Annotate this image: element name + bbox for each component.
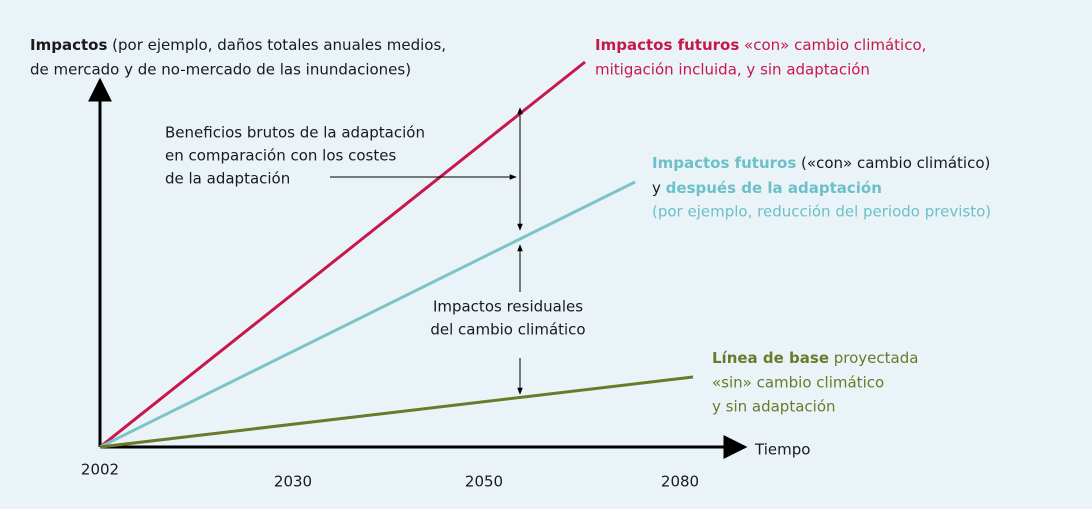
future-impacts-label: mitigación incluida, y sin adaptación	[595, 61, 870, 79]
label-bold: Impactos futuros	[595, 36, 739, 54]
x-tick-label: 2002	[81, 461, 119, 479]
label-text: «con» cambio climático,	[739, 36, 926, 54]
x-tick-label: 2050	[465, 473, 503, 491]
label-text: proyectada	[829, 349, 918, 367]
adapted-impacts-label: Impactos futuros («con» cambio climático…	[652, 154, 990, 172]
adapted-impacts-label: y después de la adaptación	[652, 179, 882, 197]
adapted-impacts-label: (por ejemplo, reducción del periodo prev…	[652, 203, 991, 221]
adapted-impacts-line	[99, 180, 636, 449]
label-text: y	[652, 179, 666, 197]
x-axis-label: Tiempo	[754, 441, 810, 459]
label-bold: Línea de base	[712, 349, 829, 367]
x-tick-label: 2080	[661, 473, 699, 491]
label-bold: Impactos	[30, 36, 107, 54]
baseline-label: y sin adaptación	[712, 398, 836, 416]
baseline-label: Línea de base proyectada	[712, 349, 918, 367]
x-tick-label: 2030	[274, 473, 312, 491]
benefits-label: Beneficios brutos de la adaptación	[165, 124, 425, 142]
residual-label: del cambio climático	[430, 321, 585, 339]
label-bold: Impactos futuros	[652, 154, 796, 172]
future-impacts-line	[99, 60, 586, 449]
benefits-label: de la adaptación	[165, 170, 290, 188]
y-axis-label: de mercado y de no-mercado de las inunda…	[30, 61, 411, 79]
benefits-label: en comparación con los costes	[165, 147, 396, 165]
y-axis-label: Impactos (por ejemplo, daños totales anu…	[30, 36, 446, 54]
residual-label: Impactos residuales	[433, 298, 583, 316]
label-text: («con» cambio climático)	[796, 154, 990, 172]
baseline-label: «sin» cambio climático	[712, 374, 884, 392]
label-bold: después de la adaptación	[666, 179, 882, 197]
baseline-line	[99, 375, 694, 449]
future-impacts-label: Impactos futuros «con» cambio climático,	[595, 36, 926, 54]
label-text: (por ejemplo, daños totales anuales medi…	[107, 36, 446, 54]
